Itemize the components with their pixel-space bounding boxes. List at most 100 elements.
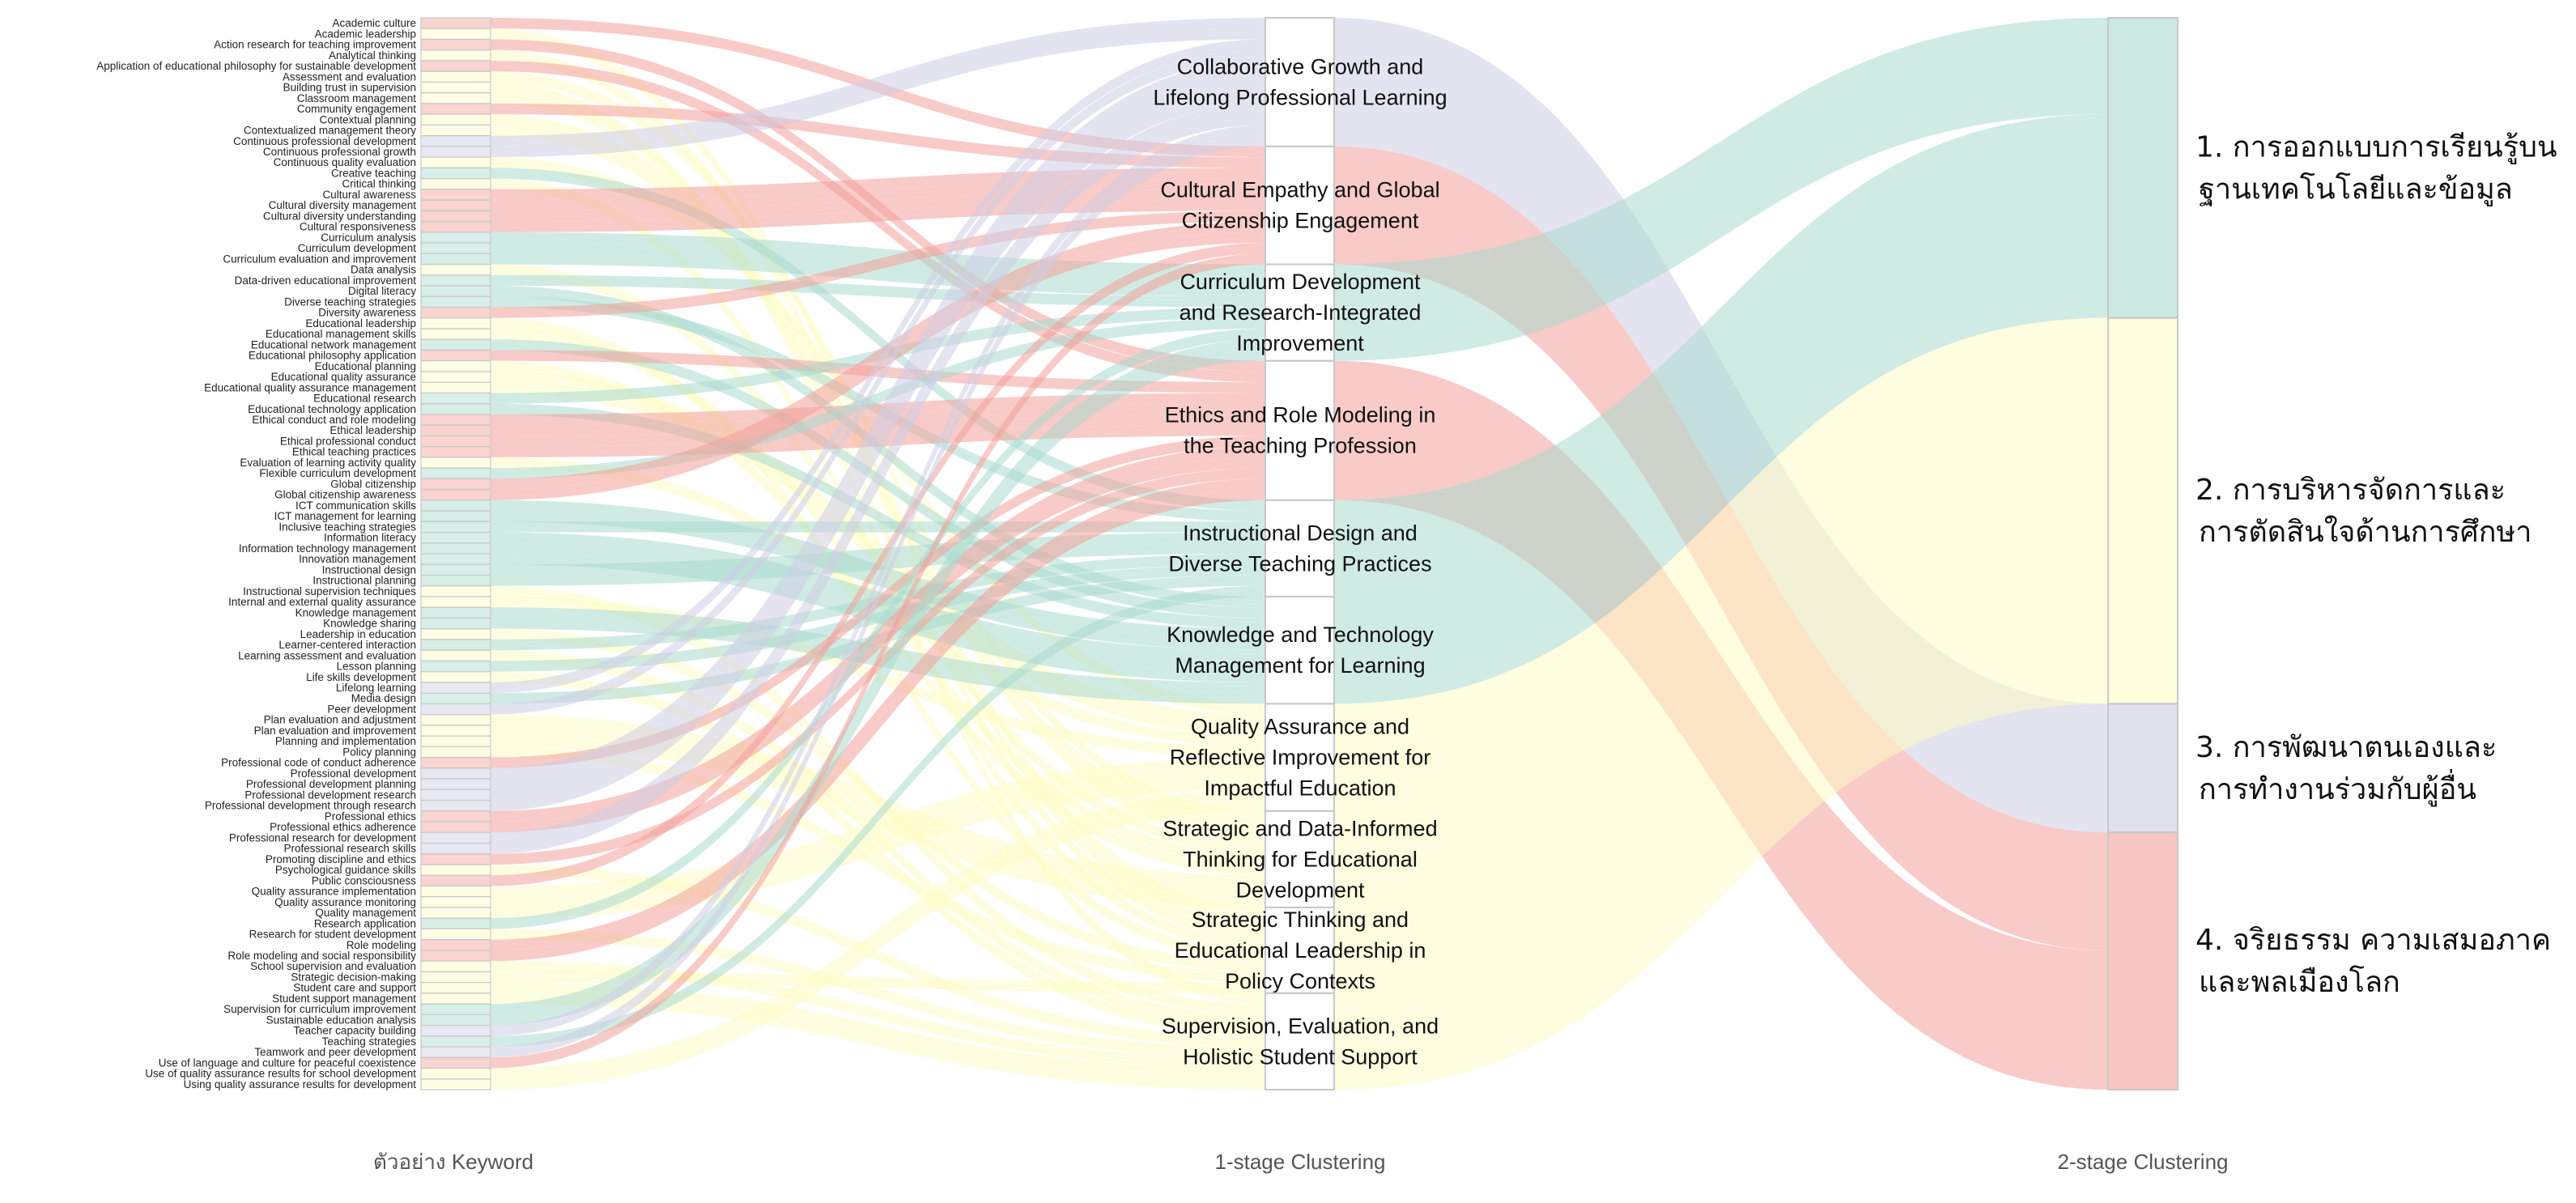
keyword-node xyxy=(420,864,491,876)
keyword-node xyxy=(420,457,491,469)
stage1-label: Knowledge and Technology xyxy=(1167,623,1434,647)
keyword-node xyxy=(420,606,491,619)
keyword-label: Internal and external quality assurance xyxy=(228,596,416,608)
keyword-label: Life skills development xyxy=(306,671,416,683)
stage1-node xyxy=(1265,992,1335,1090)
keyword-node xyxy=(420,928,491,941)
keyword-node xyxy=(420,821,491,833)
keyword-node xyxy=(420,542,491,555)
keyword-label: Teaching strategies xyxy=(322,1035,417,1048)
keyword-node xyxy=(420,971,491,984)
keyword-node xyxy=(420,1067,491,1080)
keyword-node xyxy=(420,1035,491,1048)
keyword-node xyxy=(420,746,491,759)
keyword-node xyxy=(420,371,491,383)
keyword-label: Academic culture xyxy=(332,17,416,29)
flow-keyword-to-cluster xyxy=(491,542,1265,672)
keyword-node xyxy=(420,993,491,1005)
column-label-stage1: 1-stage Clustering xyxy=(1215,1150,1386,1174)
stage1-label: Holistic Student Support xyxy=(1183,1044,1418,1069)
flow-keyword-to-cluster xyxy=(491,168,1265,512)
stage1-label: Ethics and Role Modeling in xyxy=(1165,403,1436,427)
keyword-node xyxy=(420,735,491,747)
flow-keyword-to-cluster xyxy=(491,789,1265,1079)
flow-cluster-to-theme xyxy=(1334,425,2108,908)
keyword-label: Educational technology application xyxy=(248,403,416,415)
keyword-node xyxy=(420,960,491,972)
keyword-label: Continuous professional development xyxy=(233,135,416,147)
keyword-label: Knowledge management xyxy=(295,606,417,619)
keyword-label: ICT communication skills xyxy=(295,499,416,512)
keyword-node xyxy=(420,778,491,790)
keyword-node xyxy=(420,907,491,919)
keyword-label: Psychological guidance skills xyxy=(275,864,416,876)
stage2-label: และพลเมืองโลก xyxy=(2199,965,2400,999)
keyword-label: Ethical professional conduct xyxy=(280,435,416,447)
keyword-node xyxy=(420,810,491,823)
keyword-label: Classroom management xyxy=(297,92,416,104)
keyword-node xyxy=(420,81,491,94)
keyword-node xyxy=(420,831,491,844)
keyword-node xyxy=(420,306,491,319)
keyword-node xyxy=(420,671,491,683)
keyword-label: Student support management xyxy=(272,993,416,1005)
keyword-node xyxy=(420,981,491,994)
keyword-label: Ethical conduct and role modeling xyxy=(252,414,416,426)
flow-keyword-to-cluster xyxy=(491,274,1265,308)
keyword-node xyxy=(420,789,491,801)
keyword-node xyxy=(420,360,491,372)
keyword-label: Professional development through researc… xyxy=(205,800,416,812)
flow-keyword-to-cluster xyxy=(491,757,1265,897)
keyword-label: Research for student development xyxy=(249,929,417,941)
keyword-label: Professional research for development xyxy=(229,831,416,844)
keyword-label: Educational planning xyxy=(315,360,416,372)
keyword-node xyxy=(420,199,491,211)
keyword-label: Policy planning xyxy=(342,746,416,758)
keyword-label: Creative teaching xyxy=(331,167,416,179)
keyword-node xyxy=(420,521,491,533)
keyword-node xyxy=(420,38,491,51)
keyword-node xyxy=(420,156,491,168)
stage1-label: Educational Leadership in xyxy=(1175,938,1426,963)
flow-keyword-to-cluster xyxy=(491,982,1265,1079)
keyword-label: Assessment and evaluation xyxy=(283,70,416,83)
stage1-label: Curriculum Development xyxy=(1180,270,1421,294)
keyword-node xyxy=(420,617,491,630)
keyword-label: Peer development xyxy=(327,703,416,715)
stage2-label: 2. การบริหารจัดการและ xyxy=(2196,474,2506,507)
keyword-node xyxy=(420,189,491,201)
keyword-node xyxy=(420,146,491,158)
keyword-label: Action research for teaching improvement xyxy=(214,39,416,51)
keyword-label: Academic leadership xyxy=(315,28,416,40)
keyword-label: Strategic decision-making xyxy=(291,971,416,983)
keyword-node xyxy=(420,628,491,640)
keyword-node xyxy=(420,467,491,479)
keyword-node xyxy=(420,756,491,769)
stage1-label: Development xyxy=(1235,878,1365,902)
keyword-node xyxy=(420,596,491,608)
stage1-label: Instructional Design and xyxy=(1183,521,1418,545)
keyword-label: Digital literacy xyxy=(348,285,416,297)
keyword-node xyxy=(420,210,491,223)
keyword-node xyxy=(420,232,491,244)
flow-cluster-to-theme xyxy=(1334,607,2108,1090)
keyword-label: Professional ethics xyxy=(325,810,417,823)
keyword-node xyxy=(420,167,491,180)
keyword-label: Educational research xyxy=(313,393,416,405)
keyword-label: Role modeling xyxy=(346,939,416,951)
flow-keyword-to-cluster xyxy=(491,457,1265,833)
flow-keyword-to-cluster xyxy=(491,317,1265,479)
keyword-label: Planning and implementation xyxy=(275,735,416,747)
keyword-node xyxy=(420,135,491,147)
keyword-node xyxy=(420,103,491,115)
keyword-node xyxy=(420,499,491,512)
keyword-node xyxy=(420,1078,491,1090)
keyword-label: Instructional supervision techniques xyxy=(243,585,416,597)
keyword-node xyxy=(420,403,491,415)
keyword-label: Lifelong learning xyxy=(336,682,416,694)
keyword-label: Quality assurance monitoring xyxy=(274,896,416,908)
keyword-node xyxy=(420,553,491,565)
keyword-label: ICT management for learning xyxy=(274,510,416,522)
keyword-node xyxy=(420,649,491,661)
